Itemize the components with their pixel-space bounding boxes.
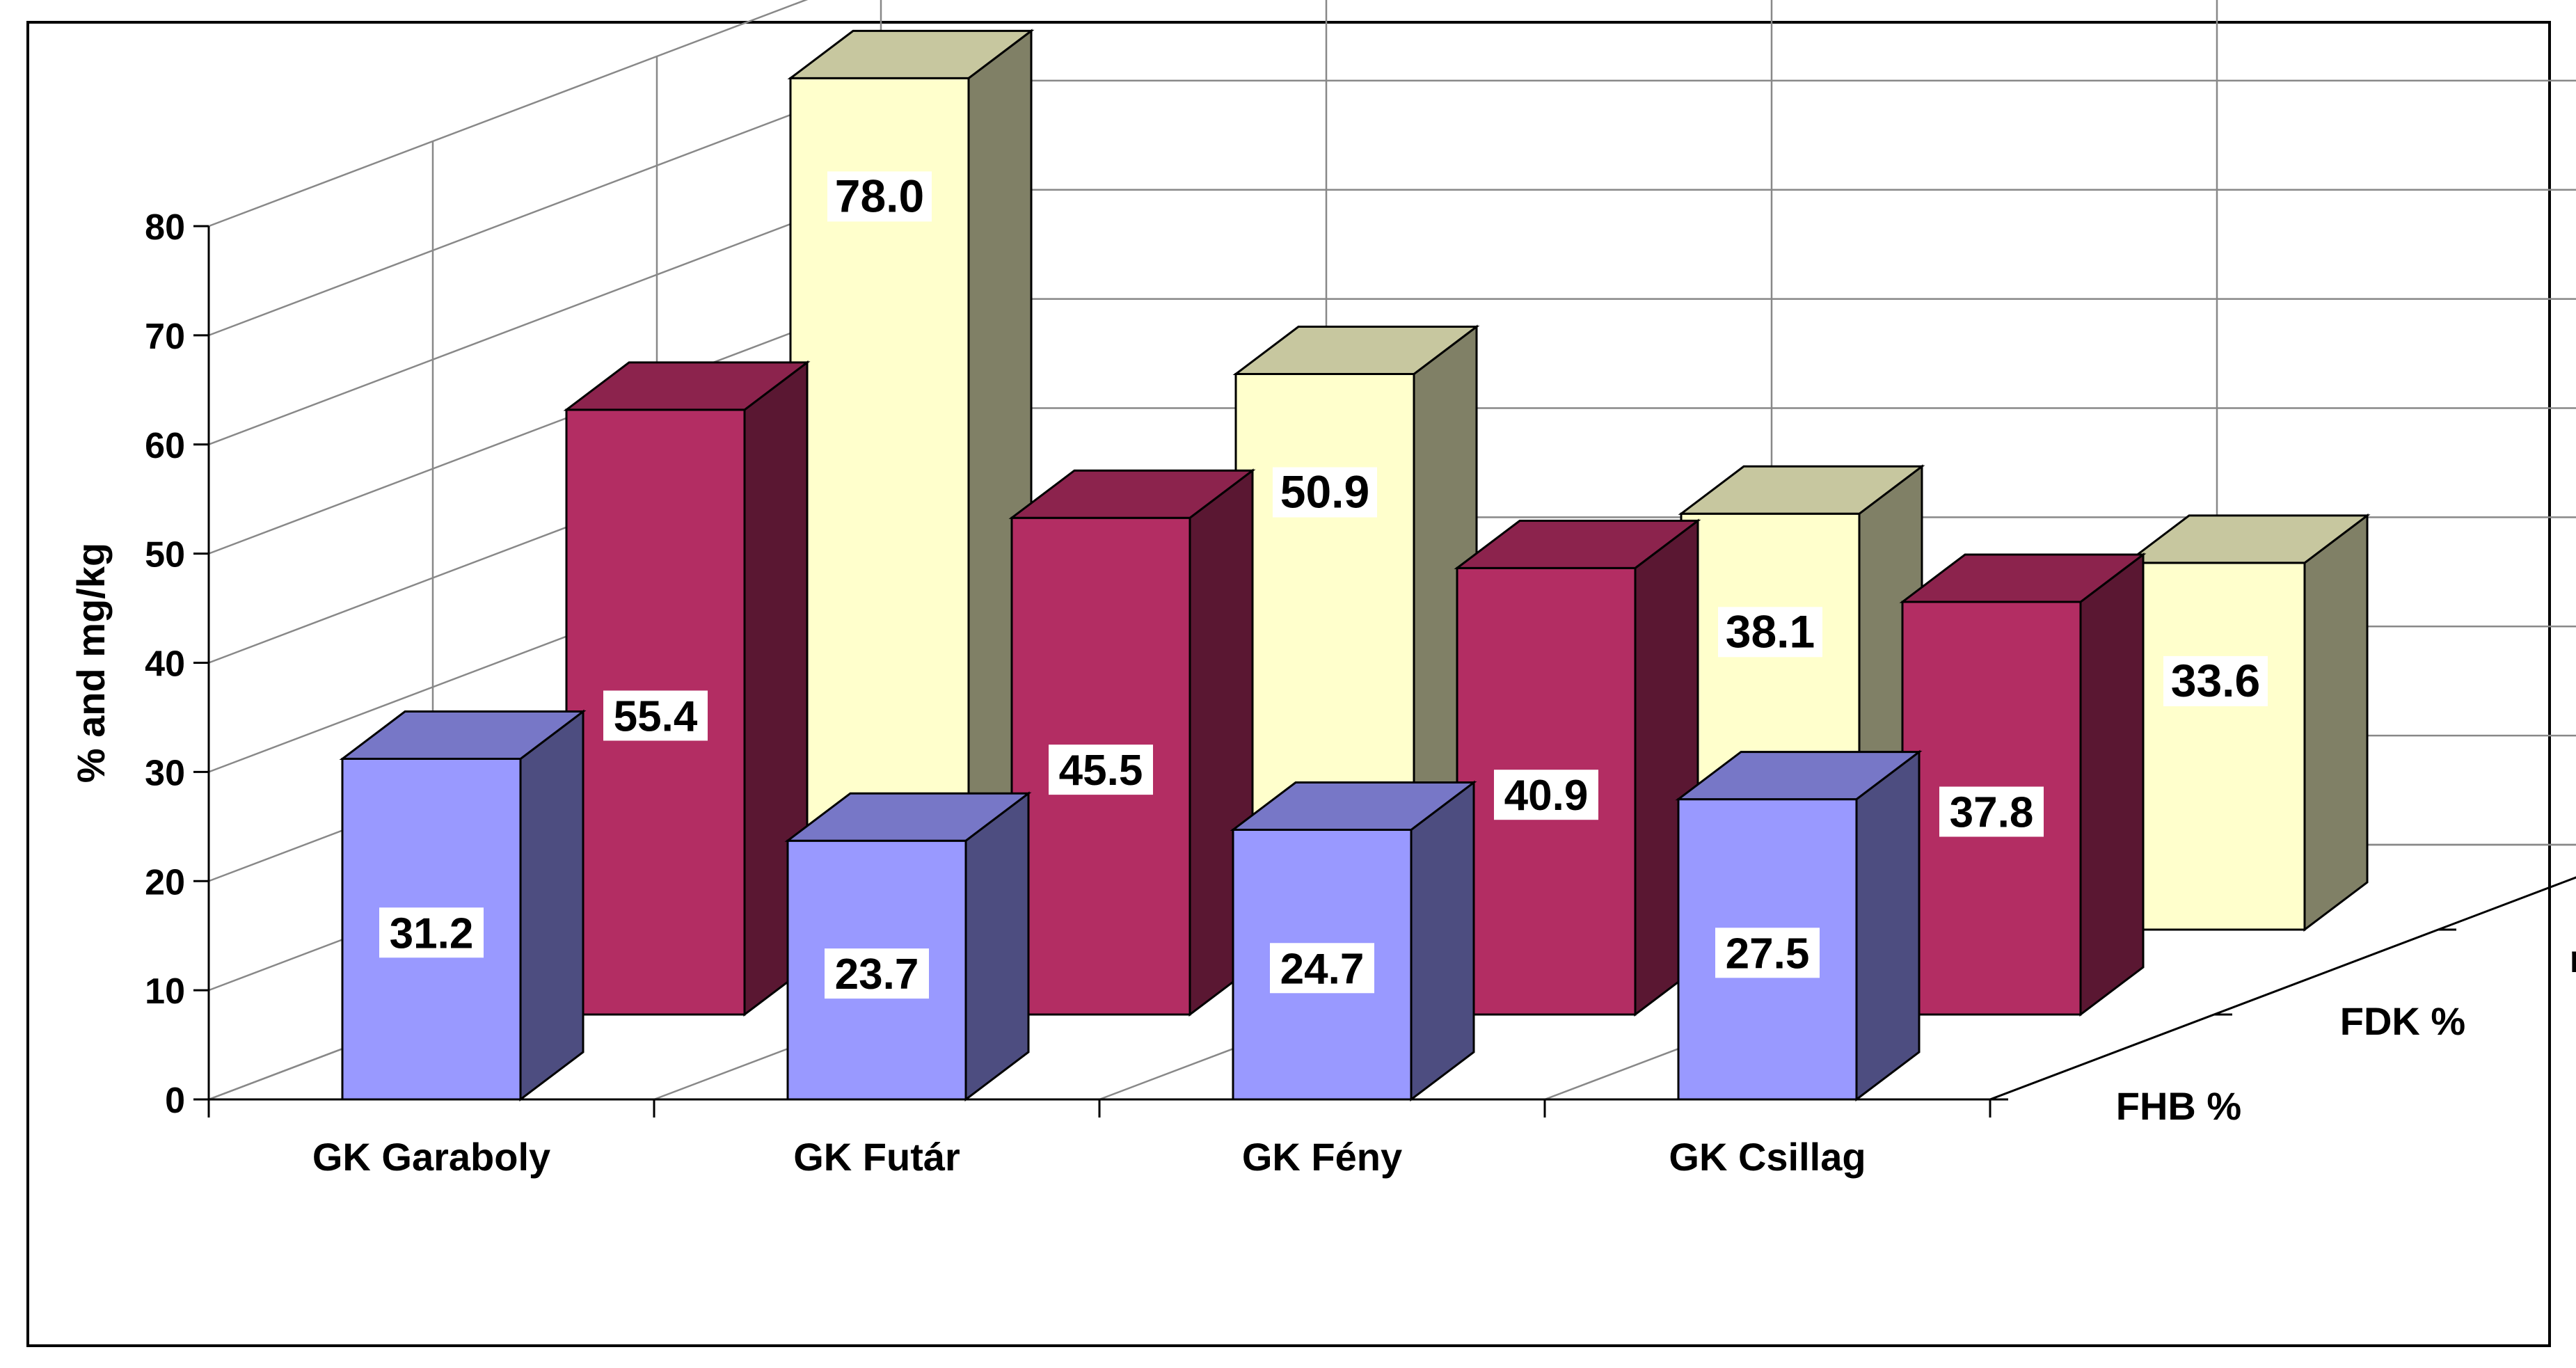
data-label: 45.5 <box>1059 747 1143 795</box>
depth-axis-label: mg/kg <box>2570 937 2576 980</box>
data-label: 40.9 <box>1504 772 1589 820</box>
bar-side <box>2303 513 2369 932</box>
y-tick-label: 40 <box>145 644 185 685</box>
data-label-bg <box>1273 467 1377 518</box>
data-label-bg <box>1494 770 1598 820</box>
data-label-bg <box>1715 928 1820 978</box>
x-category-label: GK Garaboly <box>312 1135 550 1179</box>
data-label-bg <box>825 948 929 999</box>
data-label: 38.1 <box>1726 605 1815 657</box>
depth-axis-label: FDK % <box>2340 999 2465 1043</box>
y-tick-label: 80 <box>145 207 185 248</box>
y-tick-label: 30 <box>145 753 185 793</box>
data-label-bg <box>1049 745 1153 795</box>
x-category-label: GK Csillag <box>1669 1135 1866 1179</box>
data-label: 27.5 <box>1726 930 1810 978</box>
bar-top <box>1230 781 1477 832</box>
data-label-bg <box>379 907 484 958</box>
data-label-bg <box>827 171 932 222</box>
bar-top <box>1454 519 1701 569</box>
y-axis-title: % and mg/kg <box>69 543 113 783</box>
data-label-bg <box>603 690 708 741</box>
data-label: 33.6 <box>2171 655 2260 706</box>
y-tick-label: 20 <box>145 862 185 902</box>
bar-top <box>563 361 811 411</box>
bar-front <box>2125 562 2306 931</box>
data-label-bg <box>1718 607 1822 658</box>
y-tick-label: 10 <box>145 971 185 1012</box>
data-label-bg <box>1939 786 2044 837</box>
x-category-label: GK Fény <box>1242 1135 1402 1179</box>
bar-top <box>1899 553 2147 603</box>
y-tick-label: 60 <box>145 426 185 466</box>
x-category-label: GK Futár <box>793 1135 960 1179</box>
data-label: 31.2 <box>390 909 474 957</box>
bar-side <box>1855 749 1921 1102</box>
bar-top <box>1232 326 1480 376</box>
data-label: 23.7 <box>835 951 919 999</box>
data-label-bg <box>2163 655 2268 706</box>
bar-side <box>2079 552 2145 1017</box>
bar-top <box>339 710 587 761</box>
bar-top <box>784 792 1032 842</box>
depth-axis-label: FHB % <box>2116 1084 2241 1128</box>
y-tick-label: 0 <box>165 1081 185 1121</box>
y-tick-label: 70 <box>145 317 185 357</box>
bar-top <box>1675 751 1923 801</box>
bar-top <box>1008 469 1256 519</box>
bar-side <box>1410 780 1475 1102</box>
bar-side <box>964 791 1030 1102</box>
data-label: 50.9 <box>1280 466 1369 518</box>
bar-top <box>2123 514 2371 564</box>
data-label-bg <box>1270 943 1374 994</box>
data-label: 78.0 <box>835 170 924 221</box>
bar-top <box>1678 465 1925 515</box>
depth-axis-line <box>1989 876 2576 1101</box>
data-label: 37.8 <box>1950 789 2034 837</box>
bar-side <box>519 709 585 1102</box>
data-label: 55.4 <box>614 692 698 740</box>
bar-top <box>787 29 1035 79</box>
data-label: 24.7 <box>1280 945 1365 993</box>
y-tick-label: 50 <box>145 535 185 575</box>
